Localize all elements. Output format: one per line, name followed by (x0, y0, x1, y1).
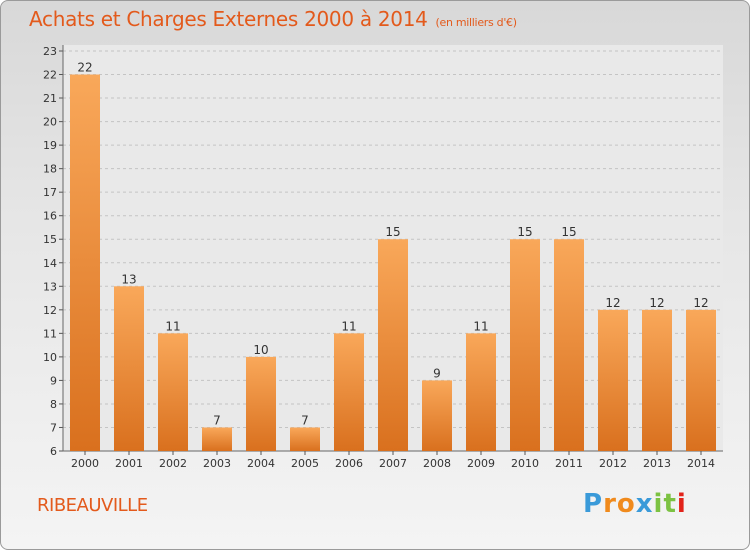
bar (114, 286, 144, 451)
bar (378, 239, 408, 451)
chart-title: Achats et Charges Externes 2000 à 2014 (e… (29, 7, 517, 31)
logo-letter: t (663, 489, 677, 519)
bar-value-label: 15 (517, 225, 532, 239)
x-tick-label: 2002 (159, 457, 187, 470)
y-tick-label: 15 (43, 233, 57, 246)
y-tick-label: 8 (50, 398, 57, 411)
bar-value-label: 12 (605, 296, 620, 310)
bar (554, 239, 584, 451)
logo-letter: i (653, 489, 664, 519)
x-tick-label: 2014 (687, 457, 715, 470)
bar (598, 309, 628, 451)
x-tick-label: 2005 (291, 457, 319, 470)
bar-value-label: 15 (385, 225, 400, 239)
bar (510, 239, 540, 451)
city-name: RIBEAUVILLE (37, 495, 148, 516)
bar-value-label: 9 (433, 366, 441, 380)
bar (466, 333, 496, 451)
bar-value-label: 13 (121, 272, 136, 286)
bar-value-label: 12 (693, 296, 708, 310)
proxiti-logo: Proxiti (583, 489, 687, 519)
bar (70, 74, 100, 451)
y-tick-label: 20 (43, 116, 57, 129)
bar (290, 427, 320, 451)
logo-letter: o (616, 489, 636, 519)
bar-value-label: 12 (649, 296, 664, 310)
y-tick-label: 14 (43, 257, 57, 270)
y-tick-label: 16 (43, 210, 57, 223)
logo-letter: P (583, 489, 604, 519)
bar-value-label: 7 (213, 413, 221, 427)
bar-value-label: 10 (253, 343, 268, 357)
logo-letter: r (603, 489, 617, 519)
x-tick-label: 2003 (203, 457, 231, 470)
bar (422, 380, 452, 451)
y-tick-label: 19 (43, 139, 57, 152)
y-tick-label: 13 (43, 280, 57, 293)
x-tick-label: 2009 (467, 457, 495, 470)
bar (642, 309, 672, 451)
bar (246, 356, 276, 451)
bar-value-label: 7 (301, 413, 309, 427)
y-tick-label: 11 (43, 327, 57, 340)
bar (158, 333, 188, 451)
x-tick-label: 2001 (115, 457, 143, 470)
x-tick-label: 2007 (379, 457, 407, 470)
bar-value-label: 11 (341, 319, 356, 333)
y-tick-label: 6 (50, 445, 57, 458)
bar-value-label: 11 (165, 319, 180, 333)
bar (334, 333, 364, 451)
y-tick-label: 21 (43, 92, 57, 105)
x-tick-label: 2000 (71, 457, 99, 470)
y-tick-label: 12 (43, 304, 57, 317)
bar (202, 427, 232, 451)
x-tick-label: 2004 (247, 457, 275, 470)
x-tick-label: 2010 (511, 457, 539, 470)
bar-value-label: 22 (77, 61, 92, 75)
x-tick-label: 2012 (599, 457, 627, 470)
bar-value-label: 15 (561, 225, 576, 239)
logo-letter: i (676, 489, 687, 519)
y-tick-label: 23 (43, 45, 57, 58)
y-tick-label: 9 (50, 374, 57, 387)
bar-value-label: 11 (473, 319, 488, 333)
bar (686, 309, 716, 451)
chart-title-text: Achats et Charges Externes 2000 à 2014 (29, 7, 428, 31)
x-tick-label: 2008 (423, 457, 451, 470)
x-tick-label: 2011 (555, 457, 583, 470)
y-tick-label: 17 (43, 186, 57, 199)
y-tick-label: 7 (50, 421, 57, 434)
y-tick-label: 22 (43, 69, 57, 82)
x-tick-label: 2006 (335, 457, 363, 470)
y-tick-label: 10 (43, 351, 57, 364)
x-tick-label: 2013 (643, 457, 671, 470)
logo-letter: x (635, 489, 654, 519)
y-tick-label: 18 (43, 163, 57, 176)
chart-unit: (en milliers d'€) (435, 16, 517, 29)
